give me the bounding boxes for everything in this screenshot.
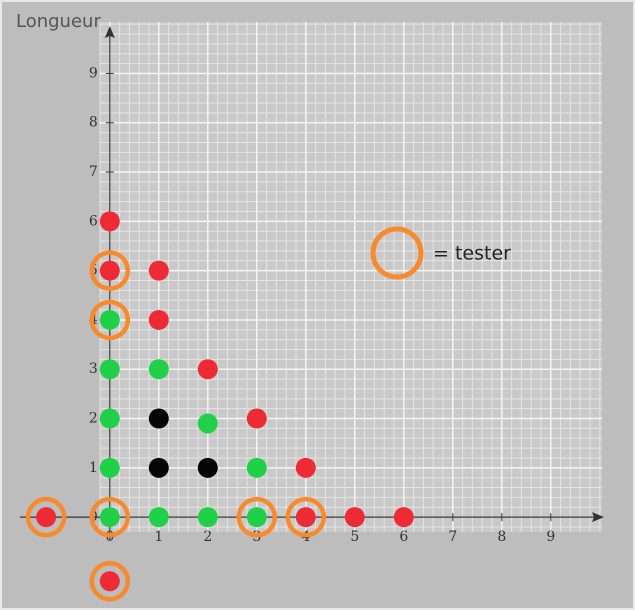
y-axis-label: Longueur — [16, 11, 101, 32]
x-tick-label: 7 — [448, 529, 457, 545]
y-arrow — [104, 26, 115, 38]
point — [99, 359, 120, 380]
point — [197, 457, 218, 478]
y-tick-label: 1 — [89, 460, 98, 476]
plot-area — [100, 22, 602, 532]
y-tick-label: 2 — [89, 411, 98, 427]
x-tick-label: 9 — [546, 529, 555, 545]
point — [99, 457, 120, 478]
tester-ring — [89, 299, 131, 341]
point — [295, 457, 316, 478]
point — [197, 359, 218, 380]
x-tick-label: 2 — [203, 529, 212, 545]
x-tick-label: 1 — [154, 529, 163, 545]
tester-ring — [285, 496, 327, 538]
tester-ring — [89, 250, 131, 291]
legend-ring — [370, 226, 424, 280]
point — [148, 408, 169, 429]
point — [148, 309, 169, 330]
point — [197, 413, 218, 434]
point — [246, 408, 267, 429]
point — [197, 507, 218, 528]
point — [99, 260, 120, 281]
tester-ring — [25, 496, 67, 538]
tester-ring — [89, 560, 131, 602]
point — [344, 507, 365, 528]
y-tick-label: 6 — [89, 213, 98, 229]
point — [393, 507, 414, 528]
y-tick-label: 8 — [89, 115, 98, 131]
point — [148, 457, 169, 478]
point — [99, 507, 120, 528]
x-tick-label: 5 — [350, 529, 359, 545]
x-tick-label: 6 — [399, 529, 408, 545]
legend-label: = tester — [433, 243, 511, 265]
x-arrow — [592, 512, 604, 523]
point — [99, 211, 120, 232]
point — [246, 507, 267, 528]
y-tick-label: 3 — [89, 361, 98, 377]
marks: = tester — [25, 211, 511, 602]
tester-ring — [89, 496, 131, 538]
point — [148, 507, 169, 528]
x-tick-label: 8 — [497, 529, 506, 545]
point — [246, 457, 267, 478]
point — [148, 359, 169, 380]
point — [295, 507, 316, 528]
y-tick-label: 7 — [89, 164, 98, 180]
point — [36, 507, 57, 528]
point — [99, 309, 120, 330]
point — [99, 571, 120, 592]
y-tick-label: 9 — [89, 65, 98, 81]
point — [148, 260, 169, 281]
point — [99, 408, 120, 429]
tester-ring — [236, 496, 278, 538]
